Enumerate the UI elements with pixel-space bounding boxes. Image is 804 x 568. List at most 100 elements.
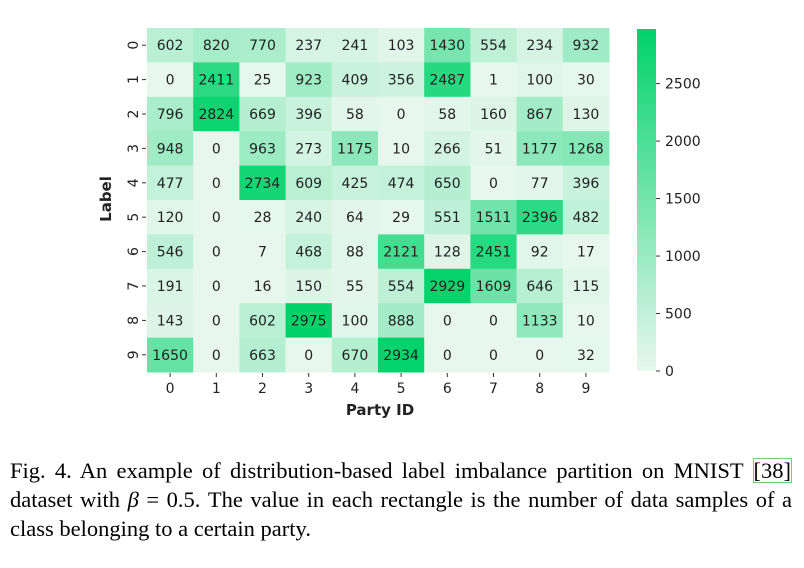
cell-value-label: 0 bbox=[489, 176, 498, 192]
y-tick-label: 2 bbox=[126, 110, 142, 119]
cell-value-label: 0 bbox=[212, 210, 221, 226]
heatmap-cell bbox=[424, 131, 471, 167]
colorbar-ticks: 0 500 1000 1500 2000 2500 bbox=[656, 77, 701, 380]
cell-value-label: 143 bbox=[157, 313, 184, 329]
heatmap-cell bbox=[193, 62, 240, 98]
heatmap-cell bbox=[378, 28, 425, 63]
cell-value-label: 0 bbox=[212, 245, 221, 261]
x-tick-label: 5 bbox=[397, 381, 406, 397]
heatmap-cell bbox=[516, 131, 564, 167]
cell-value-label: 602 bbox=[157, 38, 184, 54]
heatmap-cell bbox=[239, 268, 287, 304]
heatmap-cell bbox=[285, 28, 333, 63]
heatmap-cell bbox=[239, 200, 287, 235]
heatmap-cell bbox=[424, 62, 471, 98]
heatmap-cell bbox=[147, 131, 194, 167]
cell-value-label: 609 bbox=[295, 176, 322, 192]
cell-value-label: 2975 bbox=[291, 313, 327, 329]
cell-value-label: 92 bbox=[531, 245, 549, 261]
y-tick-label: 5 bbox=[126, 213, 142, 222]
cell-value-label: 2929 bbox=[429, 279, 465, 295]
cell-value-label: 2487 bbox=[429, 73, 465, 89]
heatmap-cell bbox=[239, 96, 287, 132]
cell-value-label: 2824 bbox=[198, 107, 234, 123]
cell-value-label: 2934 bbox=[383, 348, 419, 364]
heatmap-cell bbox=[285, 337, 333, 373]
cell-value-label: 241 bbox=[342, 38, 369, 54]
heatmap-cell bbox=[378, 96, 425, 132]
cell-value-label: 30 bbox=[577, 73, 595, 89]
y-axis-ticks: 0 1 2 3 4 5 6 7 8 9 bbox=[126, 41, 146, 359]
heatmap-cell bbox=[562, 337, 610, 373]
cell-value-label: 64 bbox=[346, 210, 364, 226]
cell-value-label: 1430 bbox=[429, 38, 465, 54]
cell-value-label: 1177 bbox=[522, 141, 558, 157]
colorbar-tick-label: 2000 bbox=[665, 134, 701, 150]
cell-value-label: 396 bbox=[573, 176, 600, 192]
heatmap-cell bbox=[516, 28, 564, 63]
x-tick-label: 1 bbox=[212, 381, 221, 397]
cell-value-label: 932 bbox=[573, 38, 600, 54]
heatmap-cell bbox=[562, 28, 610, 63]
cell-value-label: 17 bbox=[577, 245, 595, 261]
heatmap-cell bbox=[516, 165, 564, 201]
x-tick-label: 7 bbox=[489, 381, 498, 397]
cell-value-label: 0 bbox=[212, 313, 221, 329]
cell-value-label: 468 bbox=[295, 245, 322, 261]
cell-value-label: 0 bbox=[304, 348, 313, 364]
heatmap-cell bbox=[562, 234, 610, 270]
heatmap-cell bbox=[193, 96, 240, 132]
cell-value-label: 963 bbox=[249, 141, 276, 157]
cell-value-label: 1 bbox=[489, 73, 498, 89]
heatmap-cell bbox=[562, 303, 610, 339]
heatmap-cell bbox=[239, 131, 287, 167]
cell-value-label: 51 bbox=[485, 141, 503, 157]
colorbar-tick-label: 0 bbox=[665, 364, 674, 380]
heatmap-cell bbox=[193, 131, 240, 167]
heatmap-cell bbox=[147, 200, 194, 235]
cell-value-label: 820 bbox=[203, 38, 230, 54]
x-axis-ticks: 0 1 2 3 4 5 6 7 8 9 bbox=[166, 373, 590, 397]
cell-value-label: 546 bbox=[157, 245, 184, 261]
heatmap-cell bbox=[378, 165, 425, 201]
y-tick-label: 0 bbox=[126, 41, 142, 50]
heatmap-cell bbox=[331, 303, 379, 339]
cell-value-label: 0 bbox=[166, 73, 175, 89]
heatmap-cell bbox=[562, 200, 610, 235]
heatmap-cell bbox=[470, 234, 518, 270]
cell-value-label: 130 bbox=[573, 107, 600, 123]
heatmap-cell bbox=[331, 28, 379, 63]
cell-value-label: 88 bbox=[346, 245, 364, 261]
cell-value-label: 2121 bbox=[383, 245, 419, 261]
heatmap-cell bbox=[424, 234, 471, 270]
heatmap-cell bbox=[424, 28, 471, 63]
cell-value-label: 1511 bbox=[476, 210, 512, 226]
cell-value-label: 0 bbox=[212, 176, 221, 192]
cell-value-label: 0 bbox=[489, 348, 498, 364]
heatmap-cell bbox=[562, 268, 610, 304]
cell-value-label: 237 bbox=[295, 38, 322, 54]
heatmap-cell bbox=[331, 337, 379, 373]
cell-value-label: 650 bbox=[434, 176, 461, 192]
heatmap-cell bbox=[193, 303, 240, 339]
cell-value-label: 1133 bbox=[522, 313, 558, 329]
cell-value-label: 474 bbox=[388, 176, 415, 192]
cell-value-label: 16 bbox=[254, 279, 272, 295]
heatmap-cell bbox=[378, 234, 425, 270]
cell-value-label: 77 bbox=[531, 176, 549, 192]
heatmap-cell bbox=[193, 234, 240, 270]
colorbar-tick-label: 500 bbox=[665, 307, 692, 323]
heatmap-cell bbox=[516, 268, 564, 304]
heatmap-cell bbox=[562, 131, 610, 167]
cell-value-label: 663 bbox=[249, 348, 276, 364]
cell-value-label: 240 bbox=[295, 210, 322, 226]
cell-value-label: 356 bbox=[388, 73, 415, 89]
y-tick-label: 9 bbox=[126, 350, 142, 359]
cell-value-label: 669 bbox=[249, 107, 276, 123]
heatmap-cell bbox=[331, 96, 379, 132]
citation-link[interactable]: [38] bbox=[752, 458, 792, 483]
cell-value-label: 58 bbox=[346, 107, 364, 123]
heatmap-cell bbox=[285, 62, 333, 98]
caption-middle: dataset with bbox=[10, 487, 128, 512]
heatmap-cell bbox=[424, 303, 471, 339]
